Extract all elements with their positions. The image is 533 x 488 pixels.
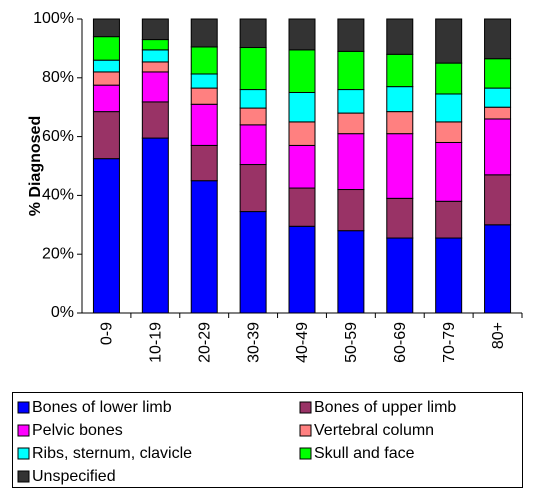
bar-segment: [141, 49, 169, 63]
bar-segment: [190, 144, 218, 182]
bar-segment: [435, 62, 463, 95]
x-tick-label: 20-29: [196, 322, 213, 363]
bar-segment: [92, 158, 120, 314]
bar-segment: [239, 18, 267, 49]
legend-label: Skull and face: [314, 445, 415, 462]
bar-segment: [288, 18, 316, 51]
bar-segment: [92, 71, 120, 86]
bar-segment: [92, 18, 120, 38]
bar-segment: [141, 101, 169, 139]
bar-segment: [288, 187, 316, 227]
bar-segment: [386, 86, 414, 113]
bar-segment: [190, 46, 218, 75]
y-axis-label: % Diagnosed: [27, 116, 44, 216]
bar-segment: [92, 111, 120, 160]
y-tick-label: 60%: [42, 128, 74, 145]
bar-segment: [386, 18, 414, 55]
bar-segment: [239, 124, 267, 166]
bar-segment: [92, 59, 120, 73]
x-tick-label: 40-49: [294, 322, 311, 363]
legend-swatch: [17, 401, 30, 414]
bar-segment: [337, 112, 365, 135]
y-tick-label: 80%: [42, 69, 74, 86]
bar-segment: [484, 174, 512, 226]
bar-segment: [484, 87, 512, 108]
bar-segment: [337, 189, 365, 232]
bar-segment: [337, 50, 365, 91]
bar-segment: [190, 18, 218, 48]
bar-segment: [141, 39, 169, 51]
legend-swatch: [299, 424, 312, 437]
bar-segment: [141, 71, 169, 103]
bar-segment: [288, 49, 316, 93]
bar-segment: [484, 118, 512, 176]
x-tick-label: 60-69: [392, 322, 409, 363]
bar-segment: [337, 18, 365, 52]
bar-segment: [239, 211, 267, 314]
bar-segment: [190, 87, 218, 105]
bar-segment: [484, 106, 512, 120]
bar-segment: [484, 58, 512, 89]
x-tick-label: 80+: [490, 322, 507, 349]
bar-segment: [435, 121, 463, 143]
legend-label: Pelvic bones: [32, 422, 123, 439]
y-tick-label: 100%: [33, 10, 74, 27]
bar-segment: [435, 237, 463, 314]
bar-segment: [337, 89, 365, 114]
legend-label: Bones of lower limb: [32, 399, 172, 416]
bar-segment: [239, 164, 267, 213]
x-tick-label: 50-59: [343, 322, 360, 363]
bar-segment: [386, 53, 414, 88]
bar-segment: [337, 230, 365, 314]
bar-segment: [484, 18, 512, 60]
bar-segment: [386, 237, 414, 314]
y-tick-label: 20%: [42, 245, 74, 262]
legend-label: Bones of upper limb: [314, 399, 456, 416]
bar-segment: [239, 107, 267, 126]
bar-segment: [190, 103, 218, 146]
legend-swatch: [299, 447, 312, 460]
legend-swatch: [17, 470, 30, 483]
bar-segment: [288, 121, 316, 146]
bar-segment: [141, 137, 169, 314]
x-tick-label: 0-9: [99, 322, 116, 345]
bar-segment: [239, 89, 267, 109]
bar-segment: [386, 111, 414, 135]
bar-segment: [435, 18, 463, 64]
legend-swatch: [17, 447, 30, 460]
x-tick-label: 70-79: [441, 322, 458, 363]
bar-segment: [92, 36, 120, 61]
legend-swatch: [17, 424, 30, 437]
bar-segment: [141, 18, 169, 41]
bar-segment: [288, 225, 316, 314]
legend-label: Unspecified: [32, 468, 116, 485]
x-tick-label: 30-39: [245, 322, 262, 363]
bar-segment: [288, 144, 316, 189]
y-tick-label: 40%: [42, 187, 74, 204]
legend-label: Vertebral column: [314, 422, 434, 439]
bar-segment: [141, 61, 169, 73]
legend-swatch: [299, 401, 312, 414]
bar-segment: [239, 47, 267, 91]
bar-segment: [190, 73, 218, 89]
bar-segment: [386, 133, 414, 199]
legend-label: Ribs, sternum, clavicle: [32, 445, 192, 462]
bar-segment: [386, 197, 414, 239]
bar-segment: [484, 224, 512, 314]
bar-segment: [435, 93, 463, 123]
bar-segment: [92, 84, 120, 113]
bar-segment: [435, 200, 463, 239]
bar-segment: [190, 180, 218, 314]
y-tick-label: 0%: [51, 304, 74, 321]
bar-segment: [288, 92, 316, 123]
bar-segment: [337, 133, 365, 191]
bar-segment: [435, 141, 463, 202]
x-tick-label: 10-19: [148, 322, 165, 363]
